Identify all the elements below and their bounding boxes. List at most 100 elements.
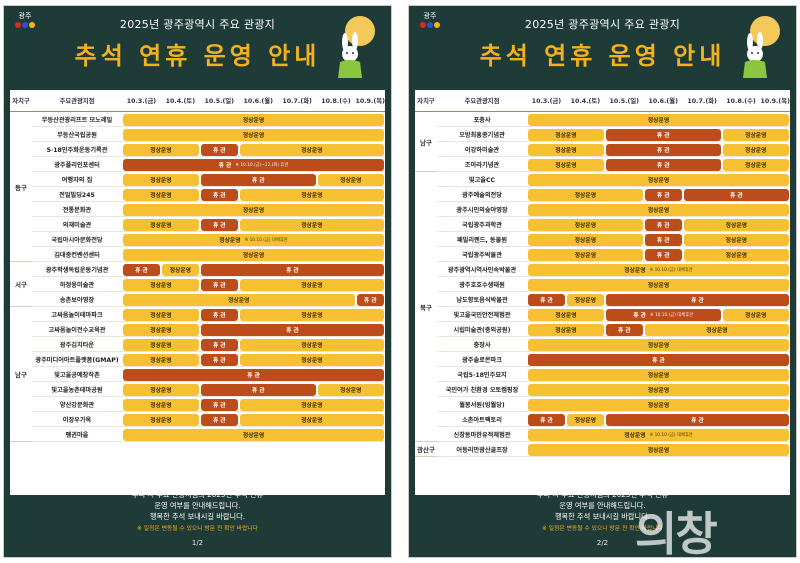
footer-line-2: 운영 여부를 안내해드립니다. (154, 501, 241, 510)
status-label: 정상운영 (150, 178, 172, 184)
status-open-bar: 정상운영 (528, 383, 789, 396)
status-closed-bar: 휴 관 (123, 263, 160, 276)
status-open-bar: 정상운영 (528, 128, 604, 141)
venue-name: 광주미디어아트플랫폼(GMAP) (32, 352, 122, 367)
status-label: 휴 관 (617, 328, 631, 334)
status-label: 정상운영 (555, 313, 577, 319)
status-closed-bar: 휴 관 (200, 353, 238, 366)
venue-name: 충장사 (437, 337, 527, 352)
district-cell: 북구 (415, 172, 437, 442)
venue-name: 하정웅미술관 (32, 277, 122, 292)
status-closed-bar: 휴 관 (644, 218, 682, 231)
rabbit-illustration (743, 32, 767, 78)
status-closed-bar: 휴 관 (200, 188, 238, 201)
status-label: 정상운영 (301, 223, 323, 229)
venue-name: 패밀리랜드, 동물원 (437, 232, 527, 247)
status-closed-bar: 휴 관 (200, 218, 238, 231)
venue-name: 국립5·18민주묘지 (437, 367, 527, 382)
status-note: ※ 10.10.(금)~12.(화) 휴관 (235, 162, 289, 168)
status-label: 휴 관 (729, 193, 743, 199)
watermark: 의창 (635, 507, 718, 561)
venue-name: 고싸움놀이테마파크 (32, 307, 122, 322)
status-closed-bar: 휴 관 (605, 323, 643, 336)
status-label: 휴 관 (691, 418, 704, 424)
row-background (527, 112, 790, 127)
status-label: 휴 관 (656, 193, 670, 199)
row-background (122, 352, 385, 367)
status-label: 휴 관 (212, 283, 226, 289)
status-closed-bar: 휴 관 (200, 278, 238, 291)
venue-name: 빛고을CC (437, 172, 527, 187)
venue-name: 국민여가 친환경 오토캠핑장 (437, 382, 527, 397)
venue-name: 전일빌딩245 (32, 187, 122, 202)
status-label: 정상운영 (647, 178, 670, 184)
status-label: 정상운영 (647, 388, 670, 394)
venue-name: 무등산국립공원 (32, 127, 122, 142)
footer-warning: ※ 일정은 변동될 수 있으니 방문 전 확인 바랍니다 (137, 526, 258, 532)
status-label: 휴 관 (652, 358, 665, 364)
row-background (122, 247, 385, 262)
status-open-bar: 정상운영 (123, 113, 384, 126)
status-label: 정상운영 (242, 433, 265, 439)
status-open-bar: 정상운영 (123, 218, 199, 231)
status-label: 정상운영 (150, 418, 172, 424)
venue-name: 월봉서원(빙월당) (437, 397, 527, 412)
status-label: 정상운영 (301, 193, 323, 199)
status-closed-bar: 휴 관 (605, 293, 789, 306)
status-closed-bar: 휴 관 (605, 143, 721, 156)
venue-name: 김대중컨벤션센터 (32, 247, 122, 262)
moon-illustration (750, 16, 780, 46)
status-open-bar: 정상운영 (123, 128, 384, 141)
row-background (527, 442, 790, 457)
status-open-bar: 정상운영 (722, 308, 789, 321)
status-closed-bar: 휴 관 (605, 413, 789, 426)
status-label: 정상운영 (574, 223, 597, 229)
status-label: 정상운영 (150, 388, 172, 394)
status-label: 휴 관 (633, 313, 646, 319)
row-background (122, 157, 385, 172)
status-open-bar: 정상운영 (239, 338, 384, 351)
status-open-bar: 정상운영 (722, 143, 789, 156)
status-open-bar: 정상운영 (683, 218, 789, 231)
venue-name: 5·18민주화운동기록관 (32, 142, 122, 157)
status-label: 정상운영 (555, 328, 577, 334)
status-closed-bar: 휴 관 (528, 353, 789, 366)
status-label: 정상운영 (150, 403, 172, 409)
row-background (527, 217, 790, 232)
status-label: 정상운영 (150, 193, 172, 199)
page-title: 추석 연휴 운영 안내 (479, 41, 726, 70)
status-label: 정상운영 (150, 343, 172, 349)
column-header: 주요관광지점 (32, 90, 122, 112)
status-label: 정상운영 (725, 253, 747, 259)
status-open-bar: 정상운영 (239, 278, 384, 291)
status-note: ※ 10.10.(금) 대체휴관 (649, 312, 694, 318)
status-open-bar: 정상운영 (123, 188, 199, 201)
status-label: 정상운영 (647, 403, 670, 409)
status-open-bar: 정상운영 (566, 413, 604, 426)
row-background (527, 127, 790, 142)
status-note: ※ 10.10.(금) 대체휴관 (649, 432, 693, 438)
column-header: 자치구 (10, 90, 32, 112)
city-logo: 광주 (415, 12, 445, 32)
venue-name: 빛고을농촌테마공원 (32, 382, 122, 397)
row-background (122, 217, 385, 232)
status-label: 정상운영 (647, 118, 670, 124)
status-closed-bar: 휴 관 (528, 293, 565, 306)
status-label: 휴 관 (212, 343, 226, 349)
column-header: 10.9.(목) (355, 90, 385, 112)
row-background (122, 127, 385, 142)
row-background (527, 382, 790, 397)
status-open-bar: 정상운영 (123, 383, 199, 396)
status-open-bar: 정상운영 (528, 308, 604, 321)
column-header: 10.3.(금) (122, 90, 161, 112)
venue-name: 오방최흥종기념관 (437, 127, 527, 142)
status-label: 정상운영 (150, 283, 172, 289)
venue-name: 광주예술의전당 (437, 187, 527, 202)
column-header: 자치구 (415, 90, 437, 112)
row-background (122, 412, 385, 427)
row-background (527, 172, 790, 187)
status-note: ※ 10.10.(금) 대체휴관 (649, 267, 693, 273)
row-background (122, 172, 385, 187)
status-closed-bar: 휴 관 (200, 413, 238, 426)
status-label: 정상운영 (340, 388, 362, 394)
